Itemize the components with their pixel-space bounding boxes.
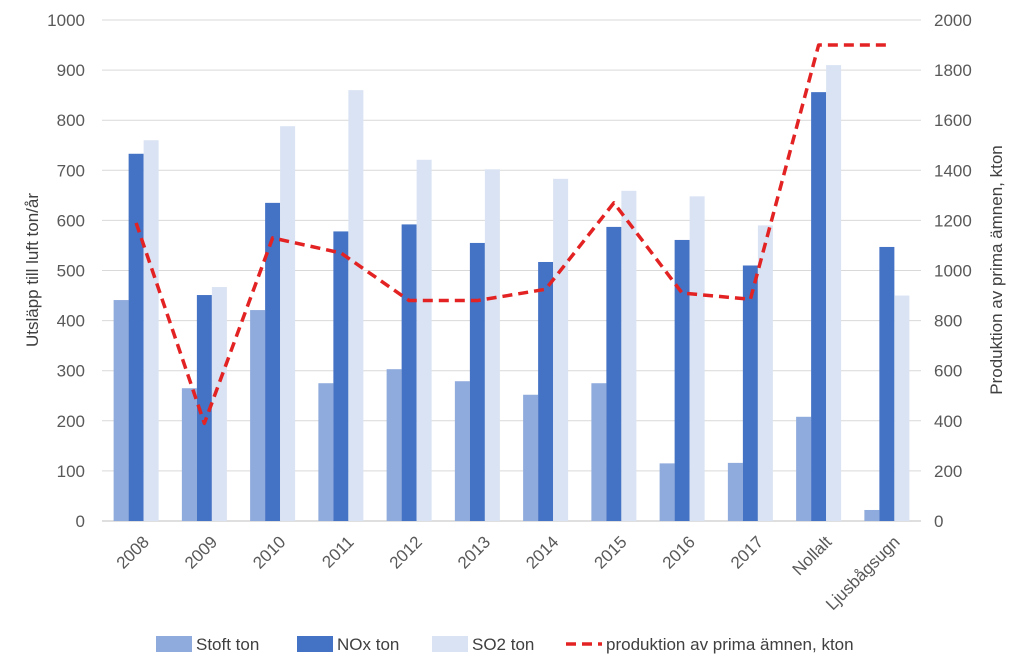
bar-stoft [523,394,539,521]
left-tick-label: 400 [57,312,85,331]
bar-stoft [727,462,743,521]
bar-nox [265,202,281,522]
category-label: Nollalt [789,532,836,579]
category-label: 2008 [113,532,153,572]
bar-stoft [181,388,197,521]
bar-so2 [689,196,705,522]
legend-swatch [432,636,468,652]
bar-nox [333,231,349,521]
bar-so2 [826,65,842,521]
right-tick-label: 1600 [934,111,972,130]
right-axis-ticks: 0 200 400 600 800 1000 1200 1400 1600 1800 2000 [934,11,972,531]
left-tick-label: 800 [57,111,85,130]
right-tick-label: 200 [934,462,962,481]
bars [113,65,910,522]
category-label: 2014 [522,532,562,572]
right-tick-label: 800 [934,312,962,331]
category-label: 2015 [591,532,631,572]
left-axis-ticks: 0 100 200 300 400 500 600 700 800 900 1000 [47,11,85,531]
left-tick-label: 700 [57,161,85,180]
bar-so2 [484,169,500,521]
left-tick-label: 500 [57,262,85,281]
left-tick-label: 900 [57,61,85,80]
right-tick-label: 1800 [934,61,972,80]
bar-stoft [659,463,675,521]
left-tick-label: 1000 [47,11,85,30]
left-tick-label: 300 [57,362,85,381]
bar-so2 [211,287,227,521]
right-tick-label: 1200 [934,211,972,230]
bar-so2 [348,90,364,521]
category-label: 2013 [454,532,494,572]
bar-stoft [113,300,129,521]
bar-nox [128,153,144,521]
bar-nox [879,246,895,521]
bar-so2 [143,140,159,522]
legend-label: NOx ton [337,635,399,654]
legend-label: produktion av prima ämnen, kton [606,635,854,654]
bar-nox [538,261,554,521]
category-label: Ljusbågsugn [822,532,904,614]
bar-stoft [864,509,880,521]
legend-swatch [156,636,192,652]
bar-so2 [894,295,910,521]
left-tick-label: 200 [57,412,85,431]
legend-label: Stoft ton [196,635,259,654]
legend-swatch [297,636,333,652]
right-tick-label: 1000 [934,262,972,281]
category-label: 2017 [727,532,767,572]
bar-so2 [553,178,569,521]
left-tick-label: 0 [76,512,85,531]
gridlines [102,19,921,522]
bar-stoft [454,381,470,521]
category-label: 2012 [386,532,426,572]
bar-nox [606,226,622,521]
bar-stoft [250,310,266,521]
bar-stoft [318,383,334,521]
category-label: 2009 [181,532,221,572]
bar-so2 [416,159,432,522]
bar-nox [811,92,827,522]
legend: Stoft ton NOx ton SO2 ton produktion av pri… [156,635,854,654]
bar-nox [469,242,485,521]
right-axis-title: Produktion av prima ämnen, kton [987,145,1006,394]
right-tick-label: 1400 [934,161,972,180]
production-line [134,43,887,426]
bar-stoft [591,383,607,521]
bar-nox [401,224,417,521]
left-axis-title: Utsläpp till luft ton/år [23,193,42,347]
bar-nox [674,239,690,521]
right-tick-label: 2000 [934,11,972,30]
left-tick-label: 600 [57,211,85,230]
category-axis-ticks: 2008 2009 2010 2011 2012 2013 2014 2015 2016 2017… [113,532,904,614]
bar-stoft [796,416,812,521]
right-tick-label: 0 [934,512,943,531]
bar-so2 [621,190,637,521]
right-tick-label: 600 [934,362,962,381]
category-label: 2011 [318,532,357,571]
bar-stoft [386,369,402,521]
line-produktion [134,43,887,426]
bar-nox [742,265,758,521]
left-tick-label: 100 [57,462,85,481]
category-label: 2016 [659,532,699,572]
legend-label: SO2 ton [472,635,534,654]
bar-nox [196,295,212,521]
right-tick-label: 400 [934,412,962,431]
category-label: 2010 [249,532,289,572]
bar-so2 [280,126,296,521]
bar-so2 [757,225,773,521]
